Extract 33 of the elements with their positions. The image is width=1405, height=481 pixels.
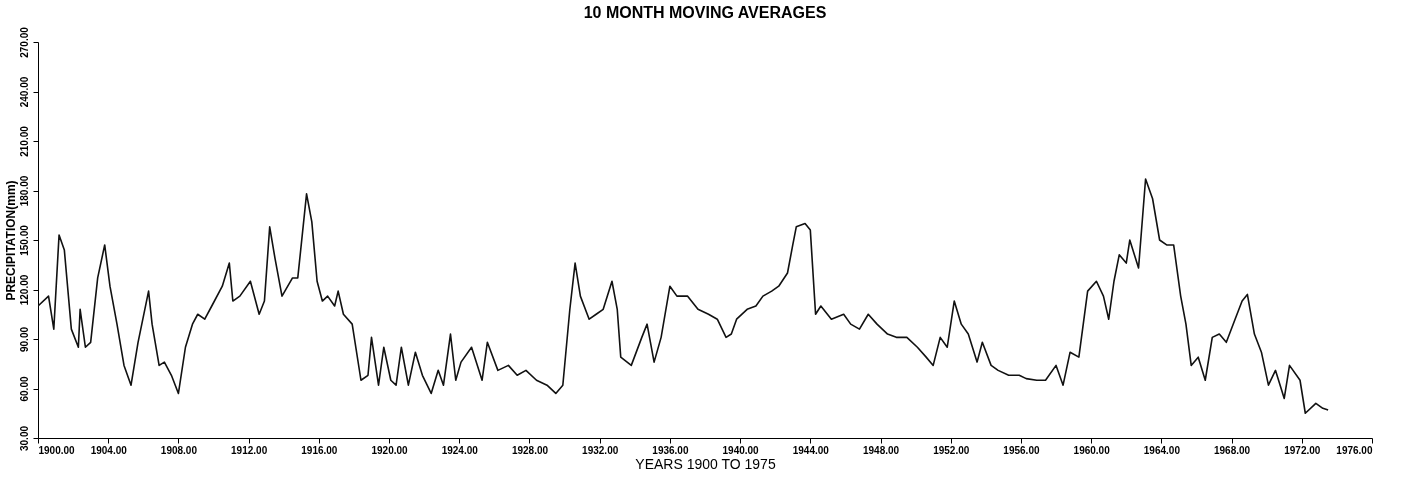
x-tick-label: 1976.00 [1336,444,1373,456]
x-tick-label: 1924.00 [441,444,479,456]
x-tick-label: 1912.00 [231,444,268,456]
chart-title: 10 MONTH MOVING AVERAGES [583,3,827,21]
x-tick-label: 1936.00 [652,444,689,456]
x-tick-label: 1932.00 [582,444,619,456]
x-tick-label: 1900.00 [38,444,76,456]
x-tick-label: 1928.00 [511,444,549,456]
x-tick-label: 1904.00 [90,444,128,456]
y-tick-label: 120.00 [18,274,30,306]
x-tick-label: 1908.00 [160,444,198,456]
x-axis-title: YEARS 1900 TO 1975 [635,455,776,472]
y-tick-label: 180.00 [18,175,30,207]
line-series [38,178,1329,415]
y-tick-label: 150.00 [18,224,30,256]
x-tick-label: 1920.00 [371,444,409,456]
x-tick-label: 1916.00 [301,444,338,456]
y-tick-label: 60.00 [18,376,30,402]
x-tick-label: 1972.00 [1284,444,1321,456]
y-tick-label: 240.00 [18,76,30,108]
y-tick-label: 90.00 [18,326,30,353]
y-axis-title: PRECIPITATION(mm) [3,180,18,301]
x-tick-label: 1944.00 [792,444,830,456]
y-tick-label: 30.00 [18,425,30,452]
y-tick-label: 270.00 [18,26,30,58]
x-tick-label: 1952.00 [933,444,970,456]
x-tick-label: 1968.00 [1214,444,1251,456]
x-tick-label: 1960.00 [1073,444,1111,456]
y-tick-label: 210.00 [18,125,30,157]
x-tick-label: 1940.00 [722,444,760,456]
x-tick-label: 1964.00 [1143,444,1181,456]
x-tick-label: 1956.00 [1003,444,1040,456]
x-tick-label: 1948.00 [862,444,900,456]
